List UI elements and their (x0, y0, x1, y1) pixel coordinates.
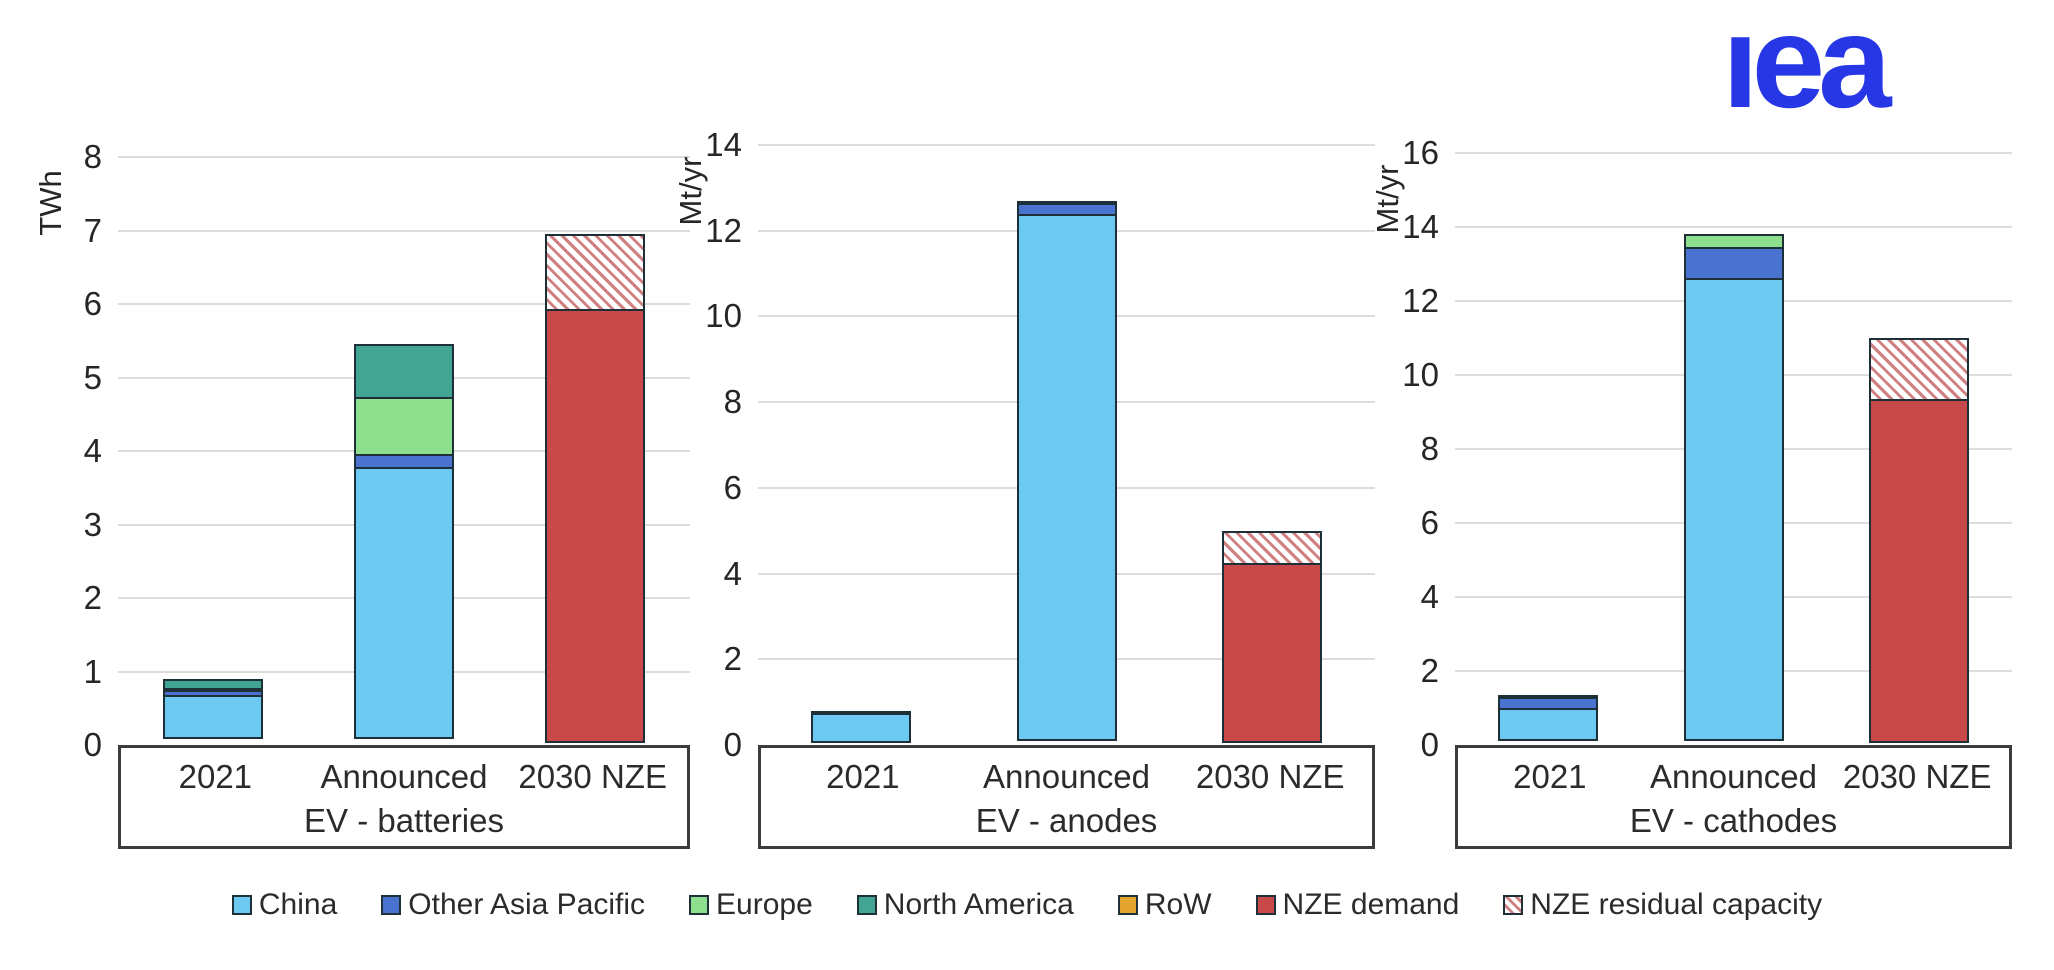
segment-china (354, 467, 454, 739)
legend-swatch (689, 895, 710, 915)
bar-2030-nze (1222, 531, 1322, 745)
y-tick-label: 14 (705, 126, 742, 163)
bar-2021 (811, 711, 911, 745)
y-tick-label: 6 (1420, 504, 1439, 541)
legend-item-nze-demand: NZE demand (1255, 888, 1460, 922)
x-axis-box: 2021 Announced 2030 NZE EV - cathodes (1455, 745, 2012, 849)
y-tick-label: 2 (1420, 652, 1439, 689)
y-tick-label: 6 (723, 468, 742, 506)
legend-swatch (856, 895, 877, 915)
y-tick-label: 0 (1420, 726, 1439, 763)
y-tick-label: 14 (1402, 208, 1439, 245)
y-tick-label: 6 (83, 285, 102, 322)
gridline (118, 156, 690, 158)
y-tick-label: 2 (83, 579, 102, 616)
x-category-label: 2021 (826, 758, 900, 795)
legend-label: NZE demand (1282, 888, 1460, 921)
bar-2030-nze (545, 234, 645, 745)
y-tick-label: 10 (705, 297, 742, 335)
bar-2021 (1498, 695, 1598, 745)
segment-europe (354, 397, 454, 456)
gridline (1455, 152, 2012, 154)
x-axis-box: 2021 Announced 2030 NZE EV - batteries (118, 745, 690, 849)
y-tick-label: 16 (1402, 134, 1439, 171)
segment-other-asia-pacific (1684, 247, 1784, 280)
bar-announced (1684, 234, 1784, 745)
bar-announced (1017, 201, 1117, 745)
y-tick-label: 8 (1420, 430, 1439, 467)
legend-label: Europe (716, 888, 813, 921)
bar-2021 (163, 679, 263, 745)
chart-title: EV - batteries (304, 802, 504, 839)
x-category-label: 2030 NZE (1842, 758, 1992, 795)
segment-nze-demand (1222, 563, 1322, 743)
legend-item-nze-residual-capacity: NZE residual capacity (1503, 888, 1822, 922)
y-tick-label: 12 (705, 211, 742, 249)
legend-swatch (1503, 895, 1524, 915)
legend-item-europe: Europe (689, 888, 813, 922)
legend-swatch (1255, 895, 1276, 915)
y-tick-label: 4 (83, 432, 102, 469)
legend-item-other-asia-pacific: Other Asia Pacific (381, 888, 645, 922)
x-category-label: 2021 (1513, 758, 1587, 795)
legend-swatch (231, 895, 252, 915)
y-tick-label: 1 (83, 652, 102, 690)
gridline (118, 303, 690, 305)
x-axis-box: 2021 Announced 2030 NZE EV - anodes (758, 745, 1375, 849)
gridline (1455, 226, 2012, 228)
bar-announced (354, 344, 454, 745)
y-tick-label: 2 (723, 640, 742, 678)
legend-swatch (381, 895, 402, 915)
legend-label: North America (883, 888, 1074, 921)
segment-china (1498, 708, 1598, 741)
y-tick-label: 12 (1402, 282, 1439, 319)
legend-label: China (258, 888, 338, 921)
chart-title: EV - cathodes (1629, 802, 1838, 839)
gridline (758, 144, 1375, 146)
x-category-label: Announced (320, 758, 488, 795)
segment-nze-residual-capacity (545, 234, 645, 311)
segment-china (811, 713, 911, 743)
legend-label: RoW (1144, 888, 1212, 921)
gridline (118, 229, 690, 232)
iea-logo: ıea (1722, 0, 1891, 135)
x-category-label: Announced (1650, 758, 1817, 795)
segment-china (1684, 278, 1784, 741)
legend-item-china: China (231, 888, 338, 922)
y-tick-label: 5 (83, 358, 102, 396)
segment-nze-demand (545, 309, 645, 743)
segment-nze-residual-capacity (1869, 338, 1969, 401)
y-tick-label: 10 (1402, 356, 1439, 393)
y-tick-label: 0 (83, 726, 102, 763)
segment-nze-residual-capacity (1222, 531, 1322, 565)
legend-item-north-america: North America (856, 888, 1074, 922)
legend-label: NZE residual capacity (1530, 888, 1823, 921)
y-tick-label: 8 (723, 383, 742, 421)
segment-china (163, 695, 263, 739)
y-tick-label: 8 (83, 138, 102, 175)
chart-title: EV - anodes (975, 802, 1158, 839)
legend: China Other Asia Pacific Europe North Ameri… (0, 888, 2054, 922)
y-tick-label: 7 (83, 211, 102, 249)
x-category-label: 2030 NZE (518, 758, 667, 795)
y-tick-label: 0 (723, 726, 742, 763)
y-tick-label: 3 (83, 505, 102, 543)
legend-label: Other Asia Pacific (408, 888, 646, 921)
bar-2030-nze (1869, 338, 1969, 745)
x-category-label: 2021 (178, 758, 253, 795)
x-category-label: Announced (983, 758, 1150, 795)
legend-swatch (1117, 895, 1138, 915)
segment-north-america (354, 344, 454, 399)
x-category-label: 2030 NZE (1195, 758, 1345, 795)
segment-nze-demand (1869, 399, 1969, 743)
legend-item-row: RoW (1117, 888, 1212, 922)
segment-china (1017, 214, 1117, 741)
y-tick-label: 4 (723, 554, 742, 592)
y-tick-label: 4 (1420, 578, 1439, 615)
